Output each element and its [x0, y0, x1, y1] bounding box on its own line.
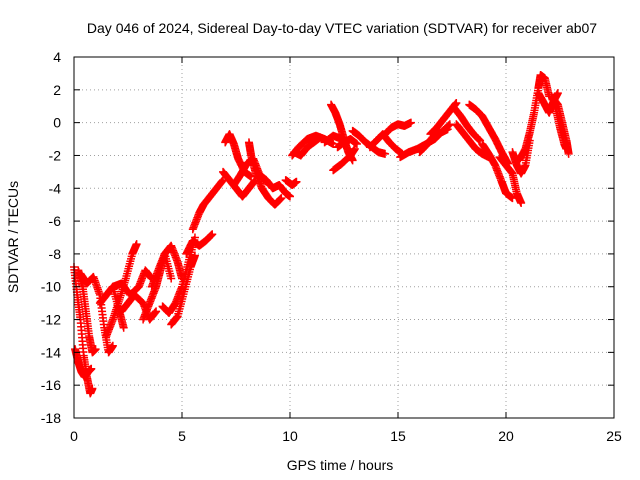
data-point [406, 118, 415, 127]
y-tick-label: -4 [49, 180, 62, 196]
data-point [553, 89, 562, 98]
data-point [119, 323, 128, 332]
data-point [132, 240, 141, 249]
y-tick-label: 2 [53, 82, 61, 98]
data-point [350, 144, 359, 153]
data-point [564, 149, 573, 158]
x-tick-label: 0 [70, 428, 78, 444]
data-point [517, 199, 526, 208]
data-point [190, 251, 199, 260]
y-tick-label: 0 [53, 115, 61, 131]
plot-frame [73, 56, 615, 419]
data-point [352, 139, 361, 148]
data-point [381, 149, 390, 158]
data-points [70, 71, 573, 398]
data-point [562, 144, 571, 153]
y-tick-label: -16 [41, 377, 61, 393]
y-tick-label: -12 [41, 312, 61, 328]
data-point [91, 345, 100, 354]
chart-title: Day 046 of 2024, Sidereal Day-to-day VTE… [87, 20, 597, 36]
x-tick-label: 15 [390, 428, 406, 444]
data-point [88, 384, 97, 393]
y-tick-label: -14 [41, 344, 61, 360]
data-point [167, 274, 176, 283]
data-point [108, 341, 117, 350]
data-point [292, 177, 301, 186]
y-tick-label: -10 [41, 279, 61, 295]
x-tick-label: 10 [282, 428, 298, 444]
data-point [329, 139, 338, 148]
data-point [286, 192, 294, 201]
x-axis-label: GPS time / hours [287, 457, 394, 473]
data-point [316, 133, 325, 142]
y-tick-label: -6 [49, 213, 62, 229]
data-point [444, 121, 453, 130]
data-point [87, 364, 96, 373]
data-point [277, 194, 286, 203]
x-tick-label: 5 [178, 428, 186, 444]
y-axis-label: SDTVAR / TECUs [5, 181, 21, 293]
data-point [452, 98, 461, 107]
y-tick-label: 4 [53, 49, 61, 65]
y-tick-label: -2 [49, 147, 62, 163]
data-point [208, 230, 217, 239]
x-tick-label: 25 [606, 428, 622, 444]
y-tick-label: -18 [41, 410, 61, 426]
grid-lines [74, 57, 614, 418]
x-tick-label: 20 [498, 428, 514, 444]
y-tick-label: -8 [49, 246, 62, 262]
data-point [443, 125, 452, 134]
data-point [152, 307, 161, 316]
